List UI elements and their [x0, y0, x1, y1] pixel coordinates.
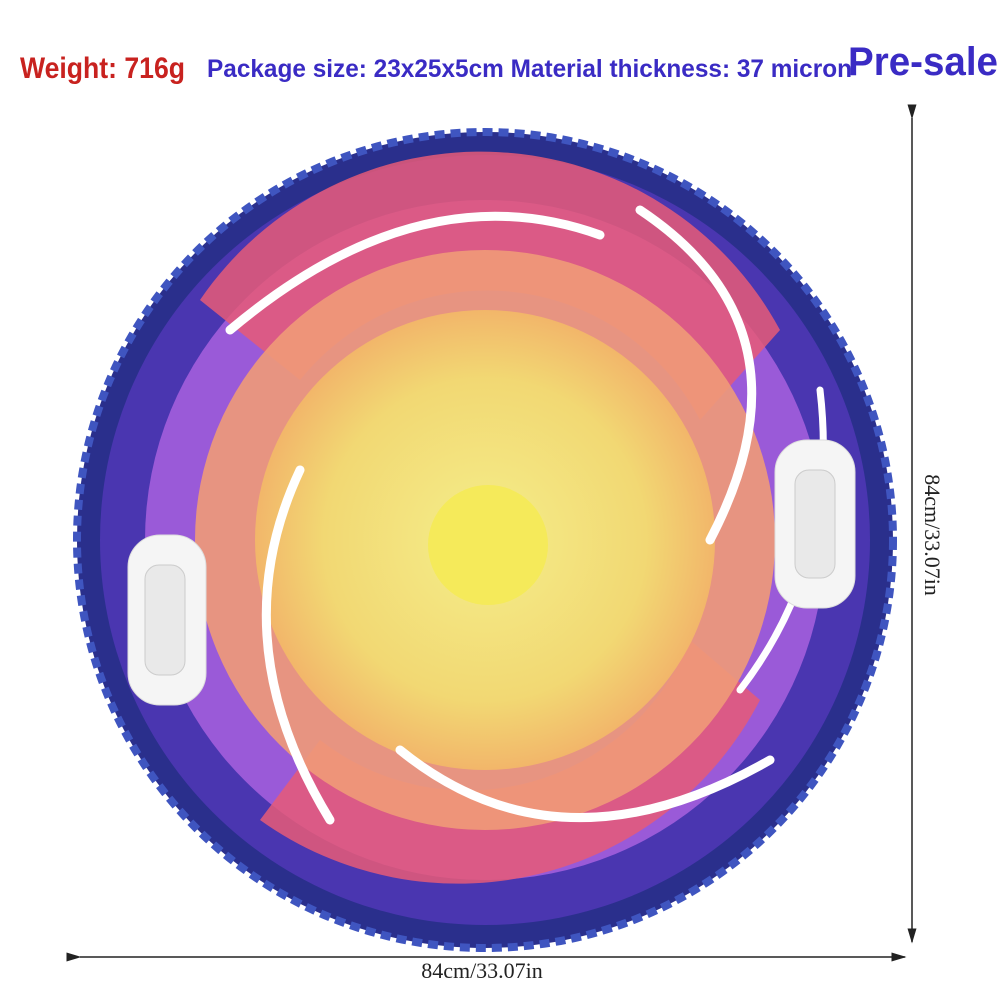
- presale-badge: Pre-sale: [848, 40, 998, 84]
- package-label: Package size: 23x25x5cm Material thickne…: [207, 55, 852, 83]
- height-label: 84cm/33.07in: [920, 474, 945, 596]
- width-label: 84cm/33.07in: [421, 958, 543, 983]
- weight-label: Weight: 716g: [20, 52, 185, 85]
- snow-tube: [73, 128, 897, 952]
